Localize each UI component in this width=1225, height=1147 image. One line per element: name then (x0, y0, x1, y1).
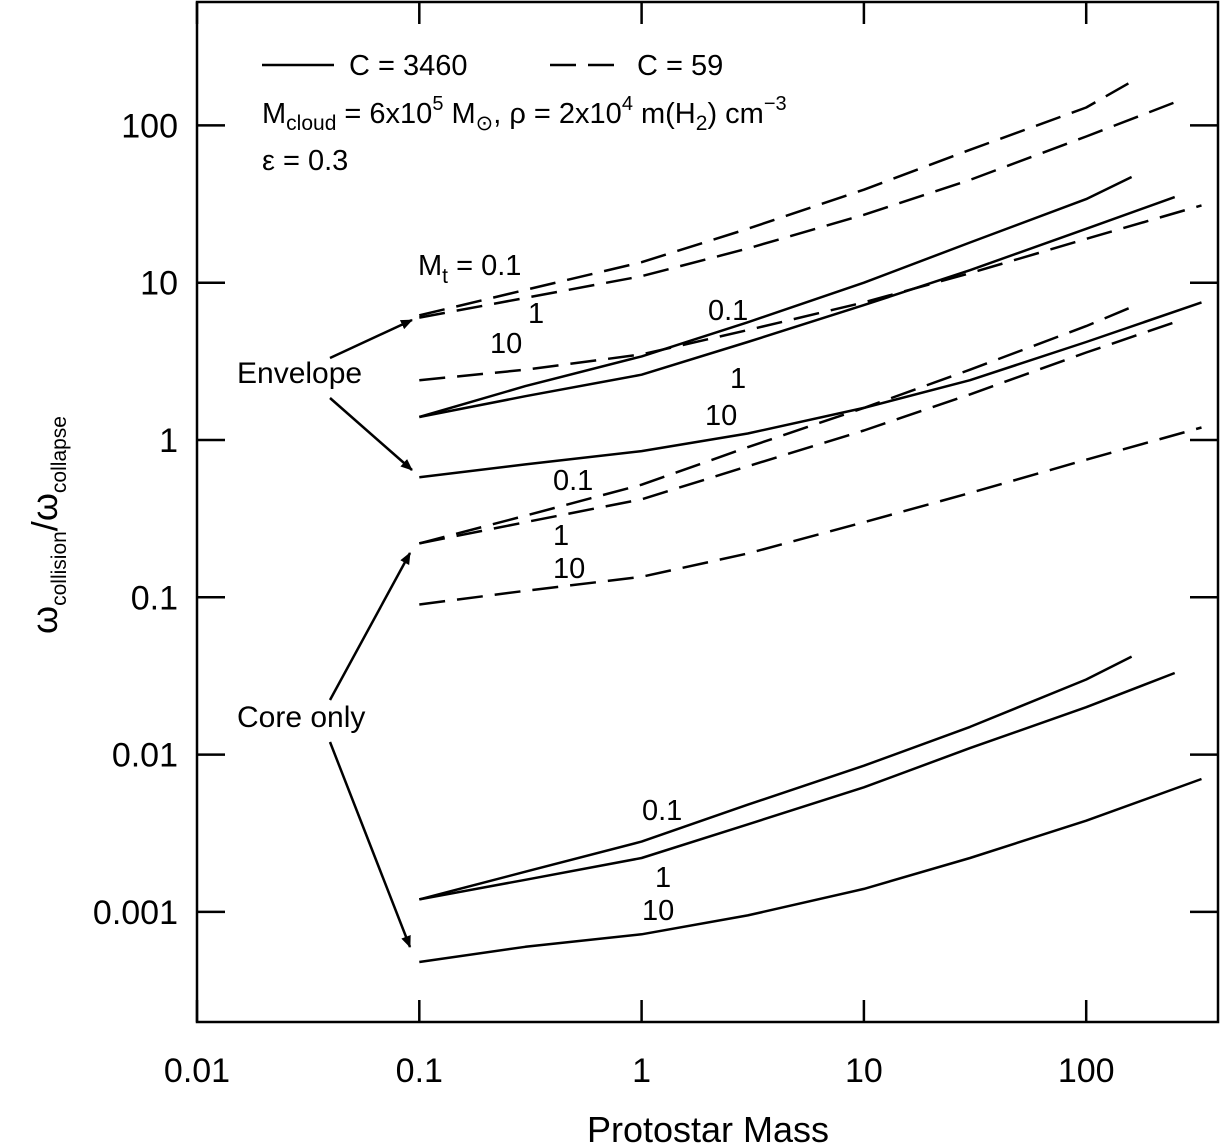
y-tick-label: 0.001 (93, 894, 178, 932)
y-tick-label: 0.1 (131, 579, 178, 617)
series-layer (418, 80, 1202, 964)
core-only-label: Core only (237, 701, 365, 734)
arrow-core-upper (328, 552, 412, 701)
series-line-envelope-dashed-mt-0p1 (419, 80, 1133, 317)
legend-label-dashed: C = 59 (637, 50, 723, 82)
curve-label: 0.1 (708, 295, 748, 327)
annotation-arrows (328, 318, 413, 948)
x-axis-title: Protostar Mass (587, 1109, 829, 1147)
curve-label: 1 (730, 363, 746, 395)
series-line-envelope-solid-mt-10 (419, 301, 1202, 479)
x-tick-label: 1 (632, 1052, 651, 1090)
curve-label: 0.1 (642, 795, 682, 827)
legend-label-solid: C = 3460 (349, 50, 468, 82)
curve-label: 10 (705, 400, 737, 432)
curve-label: 1 (655, 862, 671, 894)
series-line-core-solid-mt-0p1 (418, 655, 1133, 901)
series-line-core-solid-mt-1 (419, 671, 1176, 901)
series-line-envelope-dashed-mt-10 (419, 204, 1202, 382)
series-line-core-dashed-mt-1 (419, 321, 1176, 545)
arrow-envelope-upper (329, 318, 413, 360)
series-line-core-dashed-mt-0p1 (418, 305, 1133, 545)
curve-label: 10 (553, 553, 585, 585)
envelope-label: Envelope (237, 357, 362, 390)
series-line-envelope-solid-mt-0p1 (418, 175, 1133, 419)
arrow-core-lower (328, 741, 412, 948)
y-tick-label: 10 (140, 265, 178, 303)
mt-label: Mt = 0.1 (418, 250, 521, 288)
x-tick-label: 0.1 (396, 1052, 443, 1090)
y-tick-label: 1 (159, 422, 178, 460)
x-tick-label: 100 (1058, 1052, 1115, 1090)
series-line-core-dashed-mt-10 (419, 426, 1202, 606)
series-line-envelope-dashed-mt-1 (419, 101, 1176, 319)
series-line-core-solid-mt-10 (419, 777, 1202, 964)
curve-label: 10 (642, 895, 674, 927)
curve-label: 0.1 (553, 465, 593, 497)
x-tick-label: 10 (845, 1052, 883, 1090)
legend-info-efficiency: ε = 0.3 (262, 145, 348, 177)
series-line-envelope-solid-mt-1 (419, 195, 1176, 419)
legend-info-cloud: Mcloud = 6x105 M⊙, ρ = 2x104 m(H2) cm−3 (262, 93, 787, 135)
arrow-envelope-lower (329, 397, 413, 471)
y-tick-label: 100 (121, 107, 178, 145)
curve-label: 1 (553, 520, 569, 552)
plot-frame (195, 0, 1220, 1024)
x-tick-label: 0.01 (164, 1052, 230, 1090)
curve-label: 10 (490, 328, 522, 360)
legend: C = 3460 C = 59 Mcloud = 6x105 M⊙, ρ = 2… (262, 50, 787, 177)
curve-label: 1 (528, 298, 544, 330)
y-tick-label: 0.01 (112, 737, 178, 775)
y-axis-title: ωcollision/ωcollapse (24, 416, 71, 634)
